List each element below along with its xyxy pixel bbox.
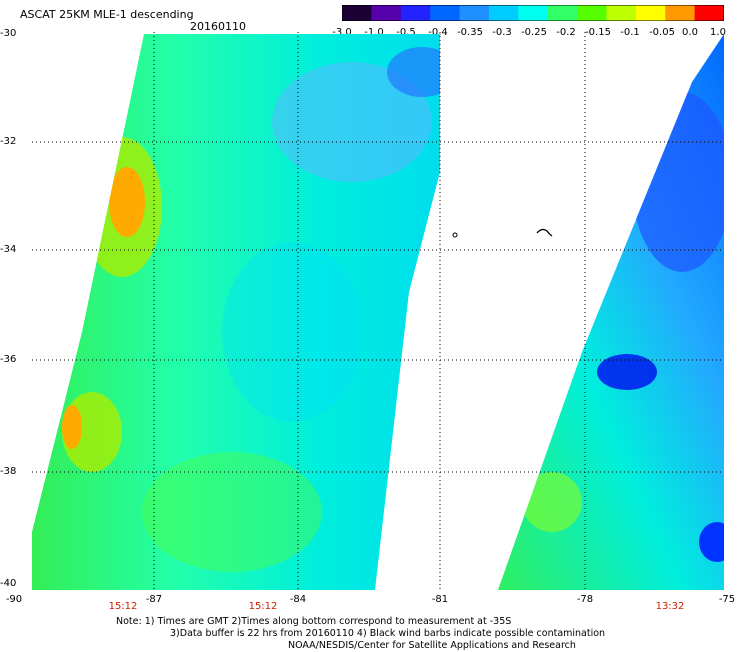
- y-label: -34: [0, 244, 17, 255]
- colorbar-swatch: [665, 5, 696, 21]
- colorbar-swatch: [400, 5, 431, 21]
- colorbar-swatch: [488, 5, 519, 21]
- y-label: -32: [0, 136, 17, 147]
- colorbar-label: -0.35: [457, 27, 483, 38]
- x-label: -84: [289, 594, 307, 605]
- colorbar-label: -0.05: [649, 27, 675, 38]
- map-date: 20160110: [190, 20, 246, 33]
- x-label: -81: [431, 594, 449, 605]
- gridlines: [32, 32, 724, 590]
- pass-time: 15:12: [108, 601, 138, 612]
- colorbar-swatch: [342, 5, 372, 21]
- x-label: -90: [5, 594, 23, 605]
- colorbar: [342, 5, 724, 21]
- colorbar-label: -0.2: [556, 27, 576, 38]
- colorbar-label: -1.0: [364, 27, 384, 38]
- colorbar-label: -0.5: [396, 27, 416, 38]
- note-line-3: NOAA/NESDIS/Center for Satellite Applica…: [288, 640, 576, 651]
- note-line-2: 3)Data buffer is 22 hrs from 20160110 4)…: [170, 628, 606, 639]
- colorbar-label: -0.25: [521, 27, 547, 38]
- note-line-1: Note: 1) Times are GMT 2)Times along bot…: [116, 616, 512, 627]
- y-label: -36: [0, 354, 17, 365]
- colorbar-swatch: [635, 5, 666, 21]
- colorbar-swatch: [371, 5, 402, 21]
- y-label: -38: [0, 466, 17, 477]
- colorbar-label: -3.0: [332, 27, 352, 38]
- y-label: -30: [0, 28, 17, 39]
- colorbar-label: -0.15: [585, 27, 611, 38]
- colorbar-label: -0.4: [428, 27, 448, 38]
- colorbar-swatch: [606, 5, 637, 21]
- colorbar-swatch: [430, 5, 461, 21]
- colorbar-label: -0.3: [492, 27, 512, 38]
- colorbar-swatch: [518, 5, 549, 21]
- map-plot: [32, 32, 724, 590]
- colorbar-swatch: [694, 5, 724, 21]
- swath-left: [32, 34, 440, 590]
- pass-time: 13:32: [655, 601, 685, 612]
- x-label: -75: [718, 594, 736, 605]
- pass-time: 15:12: [248, 601, 278, 612]
- colorbar-label: 1.0: [710, 27, 726, 38]
- swath-right: [498, 34, 724, 590]
- y-label: -40: [0, 578, 17, 589]
- colorbar-swatch: [459, 5, 490, 21]
- colorbar-label: 0.0: [682, 27, 698, 38]
- x-label: -78: [576, 594, 594, 605]
- map-title: ASCAT 25KM MLE-1 descending: [20, 8, 194, 21]
- colorbar-label: -0.1: [620, 27, 640, 38]
- x-label: -87: [145, 594, 163, 605]
- colorbar-swatch: [547, 5, 578, 21]
- colorbar-swatch: [577, 5, 607, 21]
